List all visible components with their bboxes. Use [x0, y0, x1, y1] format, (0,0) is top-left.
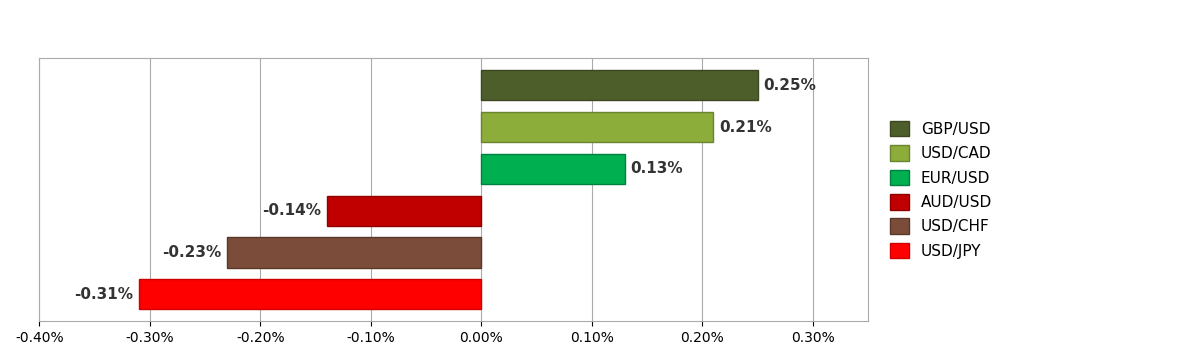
Bar [481, 154, 625, 184]
Text: 0.25%: 0.25% [764, 78, 816, 93]
Text: 0.13%: 0.13% [631, 161, 684, 176]
Text: -0.23%: -0.23% [162, 245, 222, 260]
Text: 0.21%: 0.21% [719, 120, 772, 135]
Bar [227, 237, 481, 267]
Bar [327, 195, 481, 226]
Bar [138, 279, 481, 309]
Bar [481, 112, 713, 142]
Legend: GBP/USD, USD/CAD, EUR/USD, AUD/USD, USD/CHF, USD/JPY: GBP/USD, USD/CAD, EUR/USD, AUD/USD, USD/… [884, 115, 999, 265]
Bar [481, 70, 758, 100]
Text: -0.31%: -0.31% [74, 287, 134, 302]
Text: -0.14%: -0.14% [262, 203, 321, 218]
Text: Benchmark Currency Rates - Daily Gainers & Losers: Benchmark Currency Rates - Daily Gainers… [272, 12, 921, 32]
